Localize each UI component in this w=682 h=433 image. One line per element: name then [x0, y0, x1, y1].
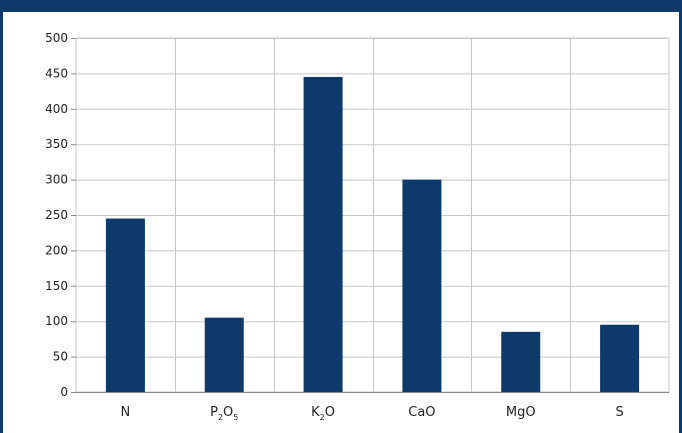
header-band [0, 0, 682, 12]
y-tick-label: 50 [53, 350, 68, 364]
frame-right-rule [679, 12, 682, 433]
x-tick-label: CaO [408, 405, 435, 420]
y-tick-label: 500 [45, 31, 68, 45]
bar [105, 218, 145, 392]
y-tick-label: 300 [45, 173, 68, 187]
grid-lines [75, 37, 670, 393]
x-axis-ticks: N P2O5 K2O CaO MgO S [76, 392, 669, 422]
y-tick-label: 100 [45, 314, 68, 328]
y-tick-label: 0 [60, 385, 68, 399]
y-tick-label: 150 [45, 279, 68, 293]
x-tick-label: N [121, 405, 131, 420]
bars [105, 76, 640, 392]
x-tick-label: P2O5 [210, 405, 238, 422]
y-tick-label: 250 [45, 208, 68, 222]
y-tick-label: 200 [45, 243, 68, 257]
y-tick-label: 350 [45, 137, 68, 151]
bar [303, 76, 343, 392]
x-tick-label: MgO [506, 405, 536, 420]
frame-left-rule [0, 12, 3, 433]
bar [402, 179, 442, 392]
x-tick-label: S [615, 405, 623, 420]
bar [600, 324, 640, 392]
y-tick-label: 450 [45, 66, 68, 80]
bar [501, 331, 541, 392]
y-axis-ticks: 0 50 100 150 200 250 300 350 400 450 500 [45, 31, 76, 399]
bar [204, 317, 244, 392]
x-tick-label: K2O [311, 405, 335, 422]
y-tick-label: 400 [45, 102, 68, 116]
